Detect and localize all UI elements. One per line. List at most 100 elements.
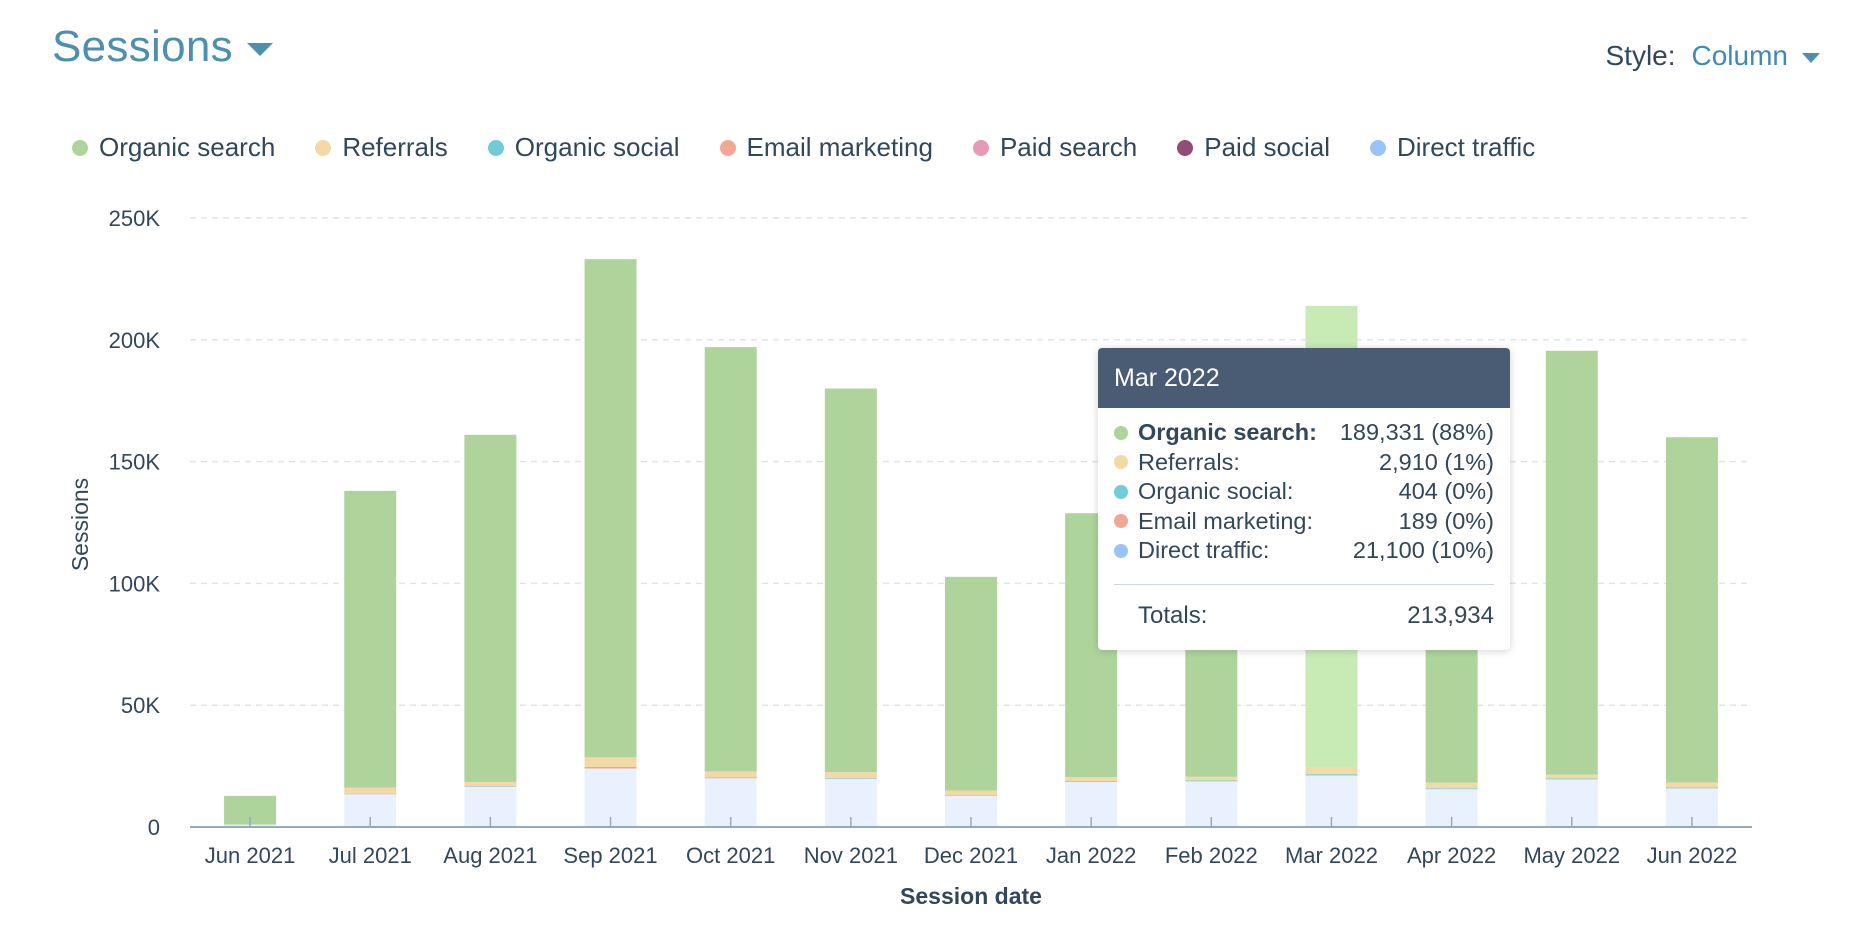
tooltip-row: Email marketing: 189 (0%) (1114, 507, 1494, 537)
bar-segment-referrals (704, 771, 757, 778)
report-title-dropdown[interactable]: Sessions (52, 22, 273, 72)
y-tick-label: 50K (121, 693, 160, 718)
bar-segment-organic-social (1545, 778, 1598, 780)
bar-segment-referrals (584, 757, 637, 768)
y-tick-label: 200K (109, 328, 161, 353)
bar-segment-organic-search (1665, 437, 1718, 783)
chart-tooltip: Mar 2022 Organic search: 189,331 (88%) Ref… (1098, 348, 1510, 650)
bar-segment-organic-social (584, 767, 637, 769)
y-axis-title: Sessions (67, 478, 93, 571)
tooltip-row-label: Direct traffic: (1138, 537, 1270, 564)
x-tick-label: Feb 2022 (1165, 843, 1258, 868)
tooltip-row-value: 2,910 (1%) (1379, 448, 1494, 475)
y-tick-label: 150K (109, 450, 161, 475)
bar-segment-referrals (1665, 782, 1718, 788)
tooltip-row-label: Organic social: (1138, 478, 1294, 505)
x-tick-label: May 2022 (1523, 843, 1620, 868)
legend-dot-icon (719, 139, 736, 156)
legend-label: Organic social (514, 132, 680, 162)
series-dot-icon (1114, 543, 1128, 558)
chart-style-select[interactable]: Style: Column (1605, 40, 1820, 72)
chevron-down-icon (246, 42, 273, 56)
bar-segment-organic-social (1665, 787, 1718, 789)
x-tick-label: Sep 2021 (563, 843, 657, 868)
legend-item-organic-social[interactable]: Organic social (487, 132, 680, 163)
series-dot-icon (1114, 425, 1128, 440)
series-dot-icon (1114, 514, 1128, 529)
legend-item-organic-search[interactable]: Organic search (72, 132, 275, 163)
bar-segment-organic-social (704, 777, 757, 779)
legend-item-paid-social[interactable]: Paid social (1177, 132, 1330, 163)
tooltip-rows: Organic search: 189,331 (88%) Referrals: 2,… (1098, 408, 1510, 566)
bar-segment-organic-social (1425, 788, 1478, 789)
bar-segment-organic-search (824, 388, 877, 773)
x-tick-label: Jul 2021 (329, 843, 412, 868)
tooltip-total: Totals: 213,934 (1098, 602, 1510, 630)
tooltip-row-value: 404 (0%) (1398, 478, 1494, 505)
bar-segment-organic-social (1185, 780, 1238, 782)
tooltip-divider (1114, 583, 1494, 585)
tooltip-title: Mar 2022 (1098, 348, 1510, 408)
y-tick-label: 100K (109, 571, 161, 596)
bar-segment-referrals (824, 772, 877, 778)
x-tick-label: Jun 2021 (205, 843, 296, 868)
series-dot-icon (1114, 484, 1128, 499)
y-tick-label: 0 (148, 815, 160, 840)
bar-segment-organic-social (1065, 780, 1118, 782)
legend-label: Referrals (342, 132, 448, 162)
chevron-down-icon (1802, 52, 1820, 63)
bar-segment-organic-social (1305, 774, 1358, 776)
bar-segment-organic-search (464, 434, 517, 782)
x-tick-label: Mar 2022 (1285, 843, 1378, 868)
chart-legend: Organic search Referrals Organic social Ema… (72, 132, 1575, 163)
x-tick-label: Jan 2022 (1046, 843, 1137, 868)
bar-segment-organic-search (704, 347, 757, 772)
x-tick-label: Dec 2021 (924, 843, 1018, 868)
bar-segment-organic-search (945, 576, 997, 791)
series-dot-icon (1114, 455, 1128, 470)
legend-label: Direct traffic (1396, 132, 1536, 162)
x-tick-label: Nov 2021 (804, 843, 898, 868)
report-title: Sessions (52, 22, 233, 71)
style-label: Style: (1605, 40, 1676, 71)
bar-segment-referrals (1545, 774, 1598, 779)
bar-segment-referrals (1065, 777, 1118, 781)
x-tick-label: Oct 2021 (686, 843, 775, 868)
tooltip-row-value: 189,331 (88%) (1339, 419, 1494, 446)
bar-segment-organic-search (584, 259, 637, 758)
legend-dot-icon (1177, 139, 1194, 156)
tooltip-total-value: 213,934 (1407, 601, 1494, 629)
bar-segment-referrals (464, 781, 517, 787)
tooltip-row: Organic search: 189,331 (88%) (1114, 418, 1494, 448)
tooltip-row: Organic social: 404 (0%) (1114, 477, 1494, 507)
legend-dot-icon (972, 139, 989, 156)
legend-dot-icon (315, 139, 332, 156)
y-tick-label: 250K (109, 206, 161, 231)
bar-segment-referrals (945, 790, 997, 796)
tooltip-row-value: 189 (0%) (1398, 507, 1494, 534)
x-axis-title: Session date (900, 883, 1042, 909)
legend-item-referrals[interactable]: Referrals (315, 132, 448, 163)
bar-segment-organic-search (1545, 350, 1598, 775)
style-value[interactable]: Column (1691, 40, 1788, 71)
legend-item-direct-traffic[interactable]: Direct traffic (1369, 132, 1536, 163)
tooltip-row-label: Email marketing: (1138, 507, 1313, 534)
tooltip-row-label: Organic search: (1138, 419, 1317, 446)
x-tick-label: Jun 2022 (1647, 843, 1738, 868)
bar-segment-organic-search (344, 490, 397, 788)
legend-item-email-marketing[interactable]: Email marketing (719, 132, 933, 163)
legend-label: Paid search (999, 132, 1138, 162)
legend-dot-icon (487, 139, 504, 156)
x-tick-label: Apr 2022 (1407, 843, 1496, 868)
legend-label: Organic search (99, 132, 276, 162)
legend-dot-icon (72, 139, 88, 156)
legend-item-paid-search[interactable]: Paid search (972, 132, 1138, 163)
bar-segment-organic-social (824, 777, 877, 779)
tooltip-row-value: 21,100 (10%) (1352, 537, 1494, 564)
legend-label: Email marketing (746, 132, 933, 162)
x-tick-label: Aug 2021 (443, 843, 537, 868)
bar-segment-referrals (344, 787, 397, 794)
tooltip-row-label: Referrals: (1138, 448, 1240, 475)
tooltip-row: Referrals: 2,910 (1%) (1114, 448, 1494, 478)
legend-label: Paid social (1204, 132, 1330, 162)
